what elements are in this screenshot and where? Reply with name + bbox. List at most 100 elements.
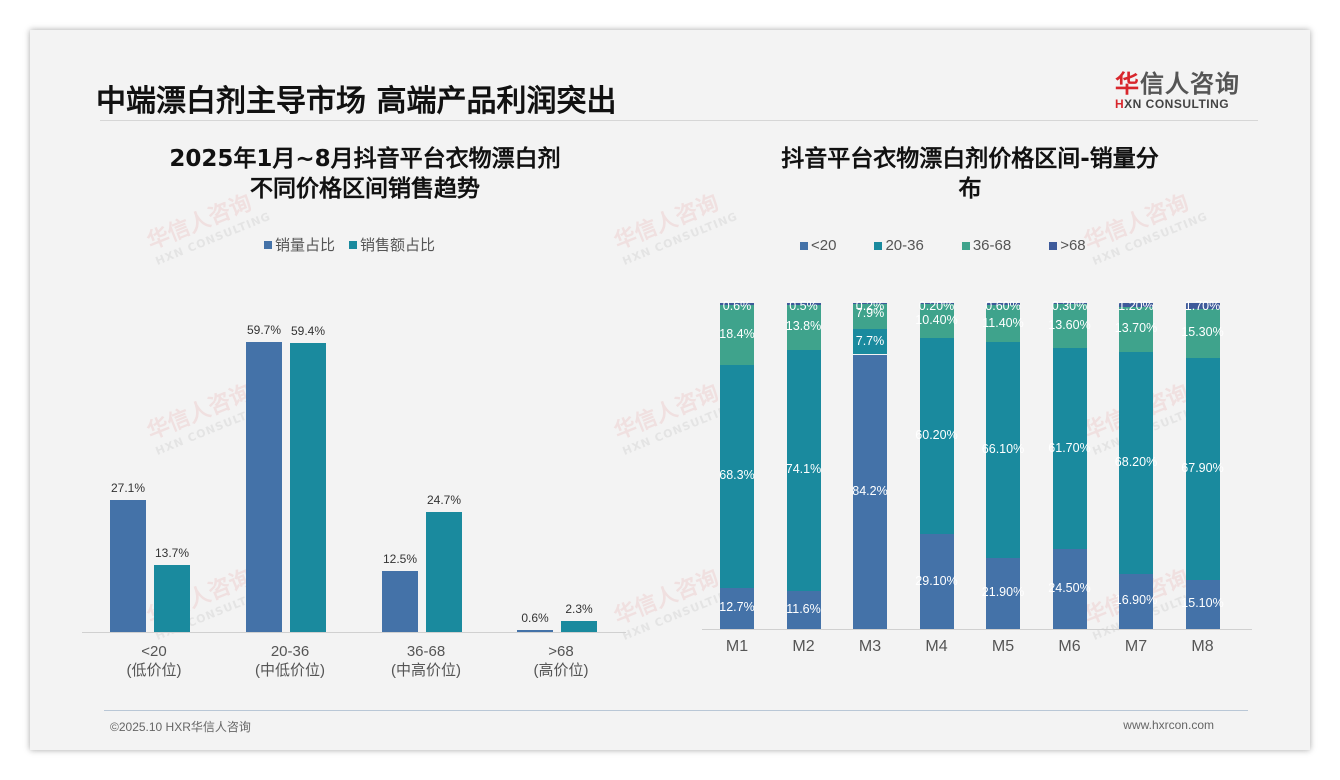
segment-value-label: 61.70% <box>1048 440 1091 455</box>
segment-value-label: 68.20% <box>1114 454 1158 469</box>
stack-segment-c20_36 <box>853 329 887 355</box>
bar-value-label: 2.3% <box>565 601 593 616</box>
segment-value-label: 66.10% <box>981 441 1025 456</box>
category-label: 20-36 (中低价位) <box>255 643 325 679</box>
stack-segment-gt68 <box>1185 303 1220 309</box>
month-label: M1 <box>725 638 749 655</box>
segment-value-label: 18.4% <box>719 326 755 341</box>
stack-segment-c20_36 <box>786 349 821 592</box>
bar-sales <box>290 343 326 632</box>
bar-value-label: 59.4% <box>290 324 326 339</box>
stack-segment-gt68 <box>853 303 887 304</box>
month-label: M7 <box>1124 638 1148 655</box>
segment-value-label: 1.70% <box>1184 299 1221 313</box>
legend-label: 36-68 <box>972 237 1012 254</box>
segment-value-label: 60.20% <box>915 428 958 442</box>
stack-segment-lt20 <box>786 591 821 629</box>
legend-swatch <box>800 241 808 250</box>
stack-segment-lt20 <box>1185 579 1220 629</box>
segment-value-label: 7.7% <box>855 333 885 348</box>
left-chart-legend: 销量占比 销售额占比 <box>264 234 435 255</box>
bar-volume <box>517 630 553 632</box>
month-label: M2 <box>792 638 815 655</box>
segment-value-label: 84.2% <box>852 483 888 498</box>
bar-value-label: 24.7% <box>426 493 462 508</box>
stack-segment-c36_68 <box>1052 303 1087 348</box>
category-label: >68 (高价位) <box>533 643 589 679</box>
segment-value-label: 0.5% <box>789 299 818 313</box>
stack-segment-gt68 <box>919 303 954 304</box>
segment-value-label: 13.8% <box>785 319 822 334</box>
stack-segment-c36_68 <box>1119 306 1153 352</box>
month-label: M5 <box>991 638 1015 655</box>
left-x-axis <box>82 632 626 633</box>
legend-item: 36-68 <box>961 237 1012 254</box>
stack-segment-c20_36 <box>919 337 954 535</box>
bar-value-label: 13.7% <box>154 546 190 561</box>
legend-swatch <box>874 241 883 250</box>
legend-item: <20 <box>800 237 836 254</box>
bar-value-label: 59.7% <box>246 323 282 337</box>
segment-value-label: 7.9% <box>855 305 885 320</box>
legend-swatch <box>349 240 358 249</box>
segment-value-label: 12.7% <box>719 600 755 615</box>
segment-value-label: 29.10% <box>915 573 958 588</box>
stack-segment-c20_36 <box>1185 358 1220 580</box>
segment-value-label: 0.6% <box>722 299 752 313</box>
segment-value-label: 1.20% <box>1118 299 1154 313</box>
segment-value-label: 0.60% <box>985 299 1021 313</box>
stack-segment-gt68 <box>786 303 821 305</box>
segment-value-label: 0.30% <box>1051 299 1088 313</box>
stack-segment-gt68 <box>986 303 1020 305</box>
segment-value-label: 15.30% <box>1181 325 1224 340</box>
legend-swatch <box>961 241 970 250</box>
bar-value-label: 27.1% <box>110 481 146 496</box>
bar-sales <box>561 620 597 632</box>
month-label: M6 <box>1058 638 1081 655</box>
category-label: <20 (低价位) <box>126 643 182 679</box>
title-divider <box>100 120 1258 121</box>
bar-volume <box>382 571 418 632</box>
stack-segment-c20_36 <box>1119 351 1153 574</box>
stack-segment-c36_68 <box>1185 308 1220 359</box>
bar-volume <box>246 342 282 632</box>
stack-segment-lt20 <box>986 557 1020 629</box>
right-chart-title: 抖音平台衣物漂白剂价格区间-销量分 布 <box>781 146 1159 202</box>
page-title: 中端漂白剂主导市场 高端产品利润突出 <box>96 84 617 119</box>
legend-label: <20 <box>811 237 837 254</box>
stack-segment-c36_68 <box>853 303 887 330</box>
month-label: M8 <box>1191 638 1214 655</box>
segment-value-label: 0.20% <box>918 299 955 313</box>
stack-segment-c36_68 <box>919 303 954 338</box>
segment-value-label: 74.1% <box>785 462 822 477</box>
category-label: 36-68 (中高价位) <box>391 643 461 679</box>
left-chart-title: 2025年1月~8月抖音平台衣物漂白剂 不同价格区间销售趋势 <box>169 146 561 202</box>
right-chart-legend: <20 20-36 36-68 >68 <box>800 237 1086 254</box>
legend-label: 20-36 <box>885 237 924 254</box>
legend-label: 销量占比 <box>275 237 336 254</box>
company-logo: 华信人咨询 HXN CONSULTING <box>1115 64 1240 111</box>
stack-segment-c36_68 <box>786 304 821 350</box>
stack-segment-c20_36 <box>720 364 754 588</box>
footer-website: www.hxrcon.com <box>1123 718 1214 732</box>
legend-label: >68 <box>1060 237 1086 254</box>
segment-value-label: 13.60% <box>1048 317 1091 332</box>
footer-divider <box>104 710 1248 711</box>
bar-sales <box>426 512 462 632</box>
segment-value-label: 0.2% <box>855 299 885 313</box>
segment-value-label: 11.40% <box>982 315 1024 330</box>
stack-segment-lt20 <box>919 534 954 629</box>
legend-item: 销售额占比 <box>349 234 435 255</box>
month-label: M3 <box>858 638 882 655</box>
logo-cn: 华信人咨询 <box>1115 70 1240 98</box>
segment-value-label: 13.70% <box>1114 321 1158 336</box>
stack-segment-lt20 <box>1052 549 1087 629</box>
bar-sales <box>154 565 190 632</box>
stack-segment-gt68 <box>720 303 754 305</box>
bar-volume <box>110 500 146 632</box>
segment-value-label: 10.40% <box>915 312 958 327</box>
stack-segment-c20_36 <box>1052 347 1087 550</box>
legend-label: 销售额占比 <box>360 237 436 254</box>
bar-value-label: 12.5% <box>382 552 418 567</box>
segment-value-label: 67.90% <box>1181 461 1224 476</box>
